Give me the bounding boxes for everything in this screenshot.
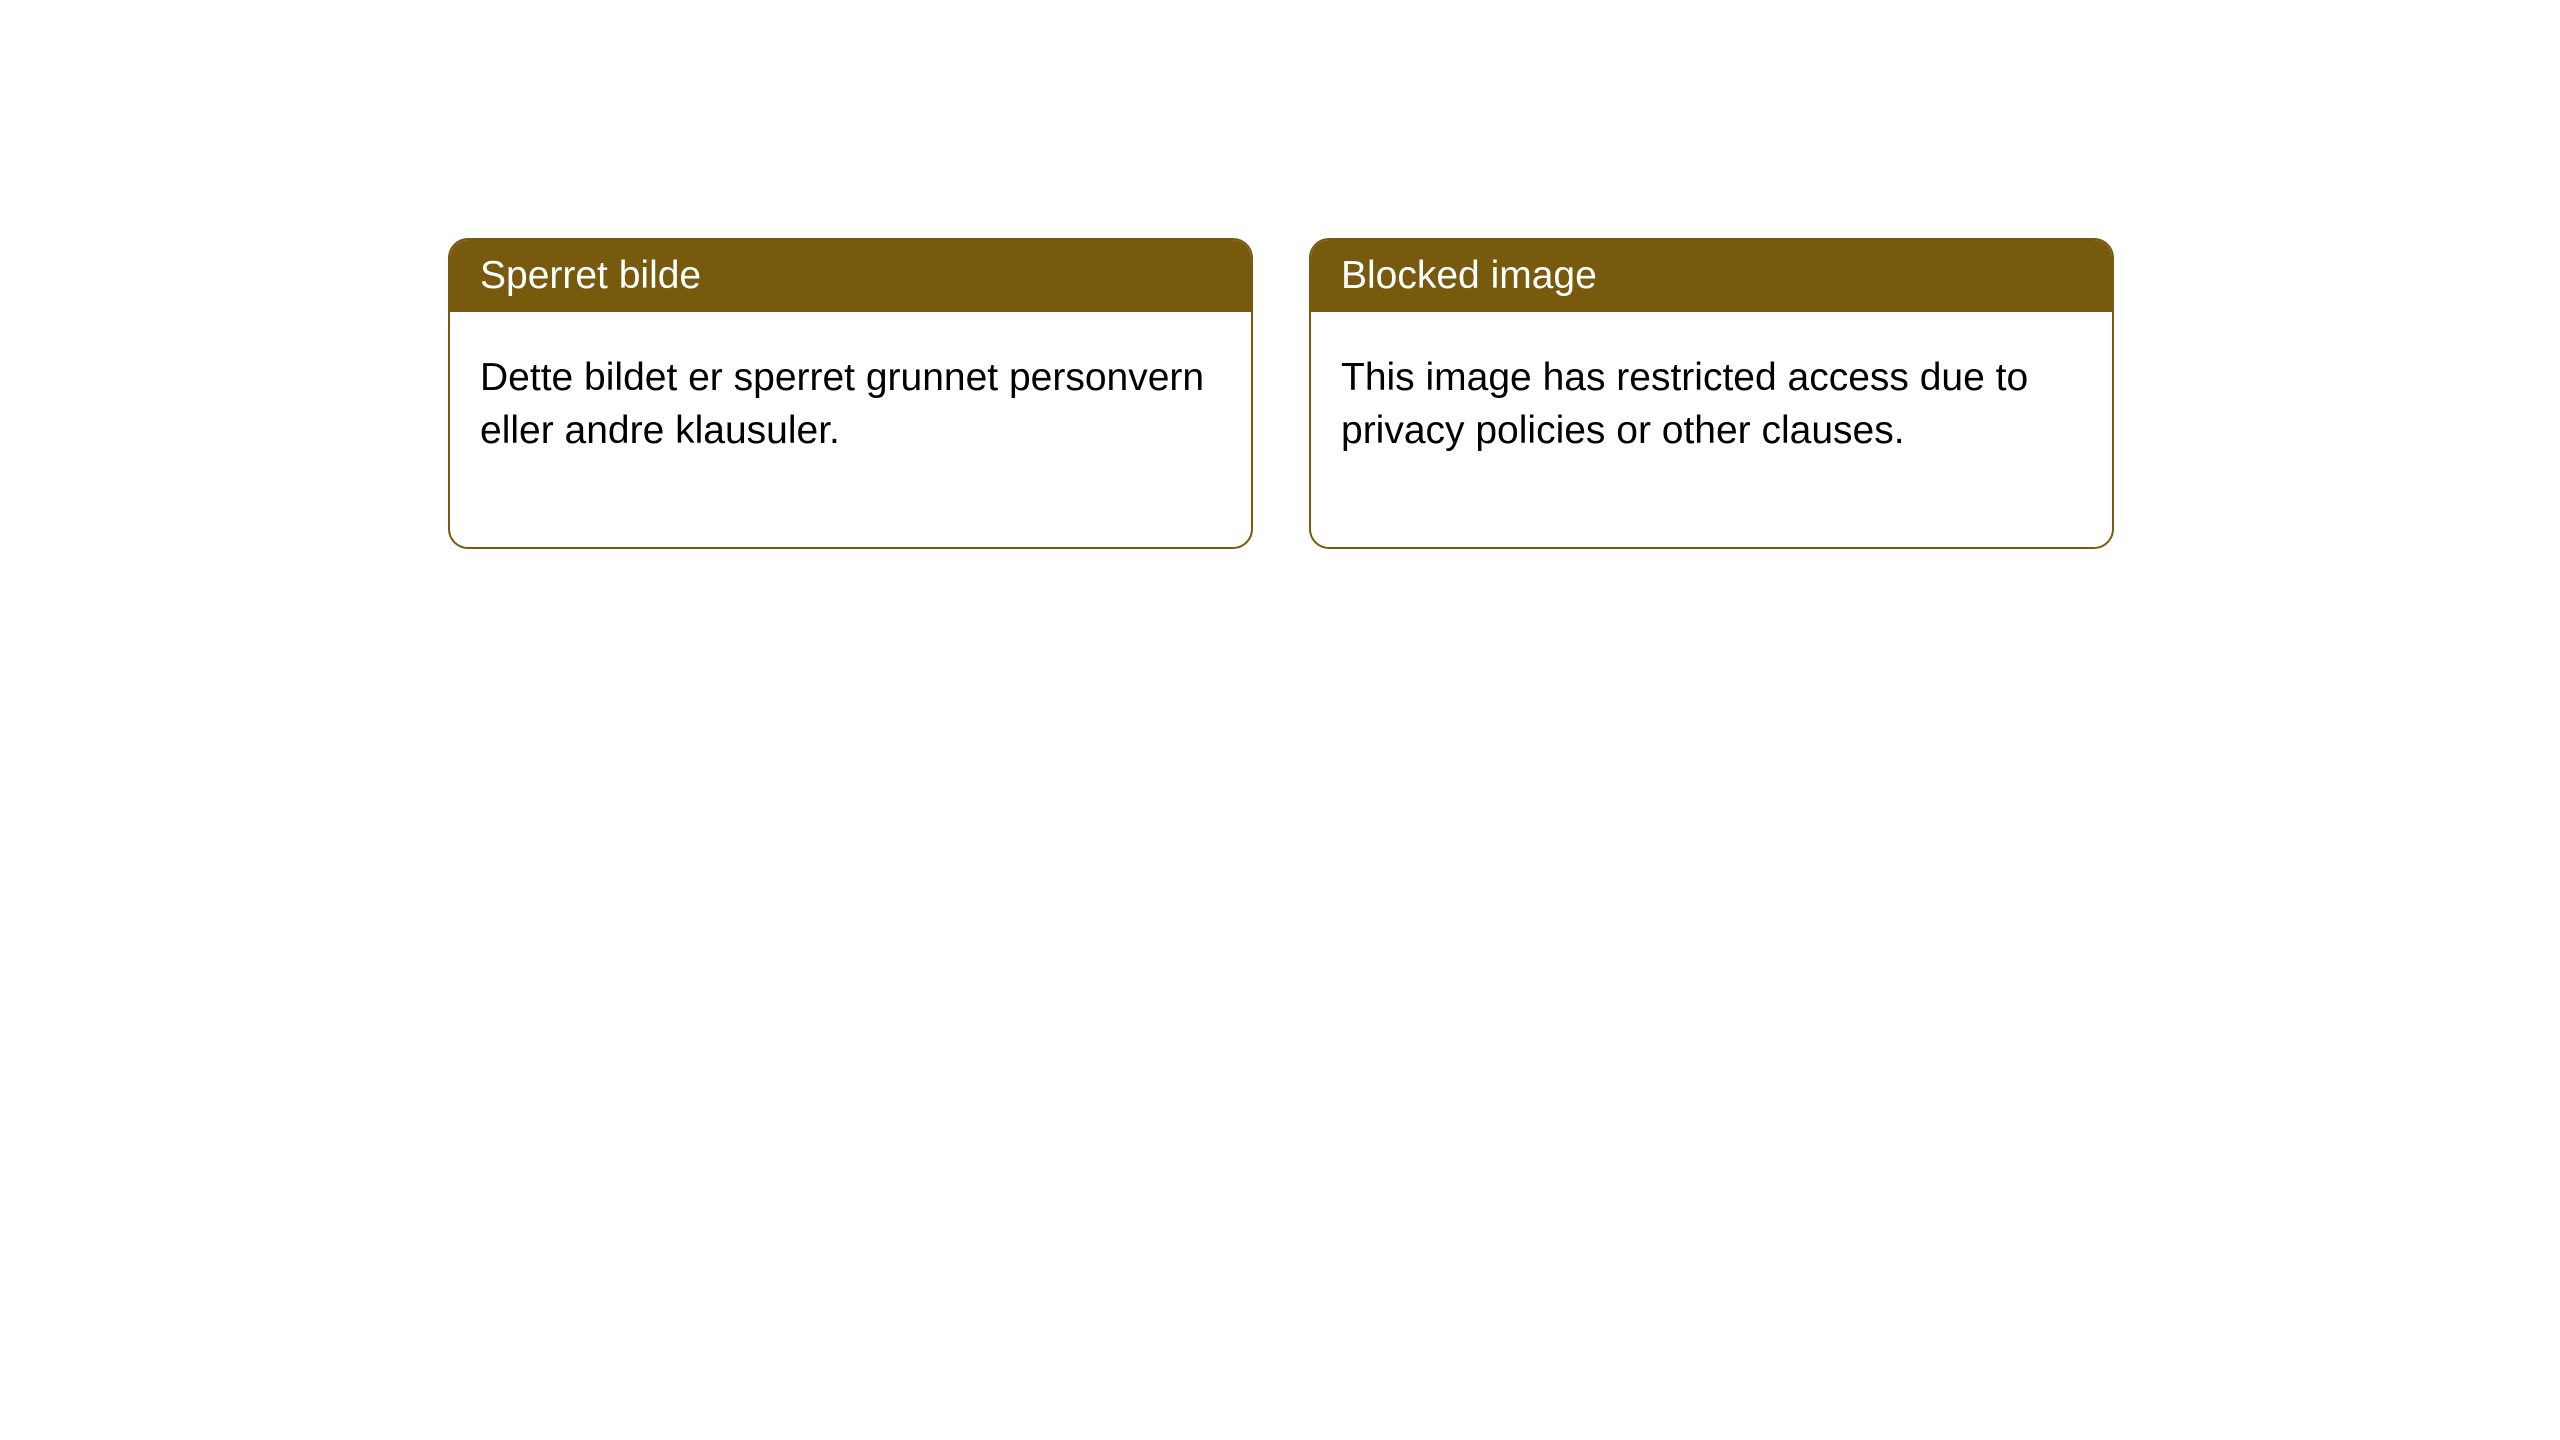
notice-body-english: This image has restricted access due to … <box>1311 312 2112 547</box>
notice-container: Sperret bilde Dette bildet er sperret gr… <box>0 0 2560 549</box>
notice-title-norwegian: Sperret bilde <box>450 240 1251 312</box>
notice-title-english: Blocked image <box>1311 240 2112 312</box>
notice-card-english: Blocked image This image has restricted … <box>1309 238 2114 549</box>
notice-body-norwegian: Dette bildet er sperret grunnet personve… <box>450 312 1251 547</box>
notice-card-norwegian: Sperret bilde Dette bildet er sperret gr… <box>448 238 1253 549</box>
